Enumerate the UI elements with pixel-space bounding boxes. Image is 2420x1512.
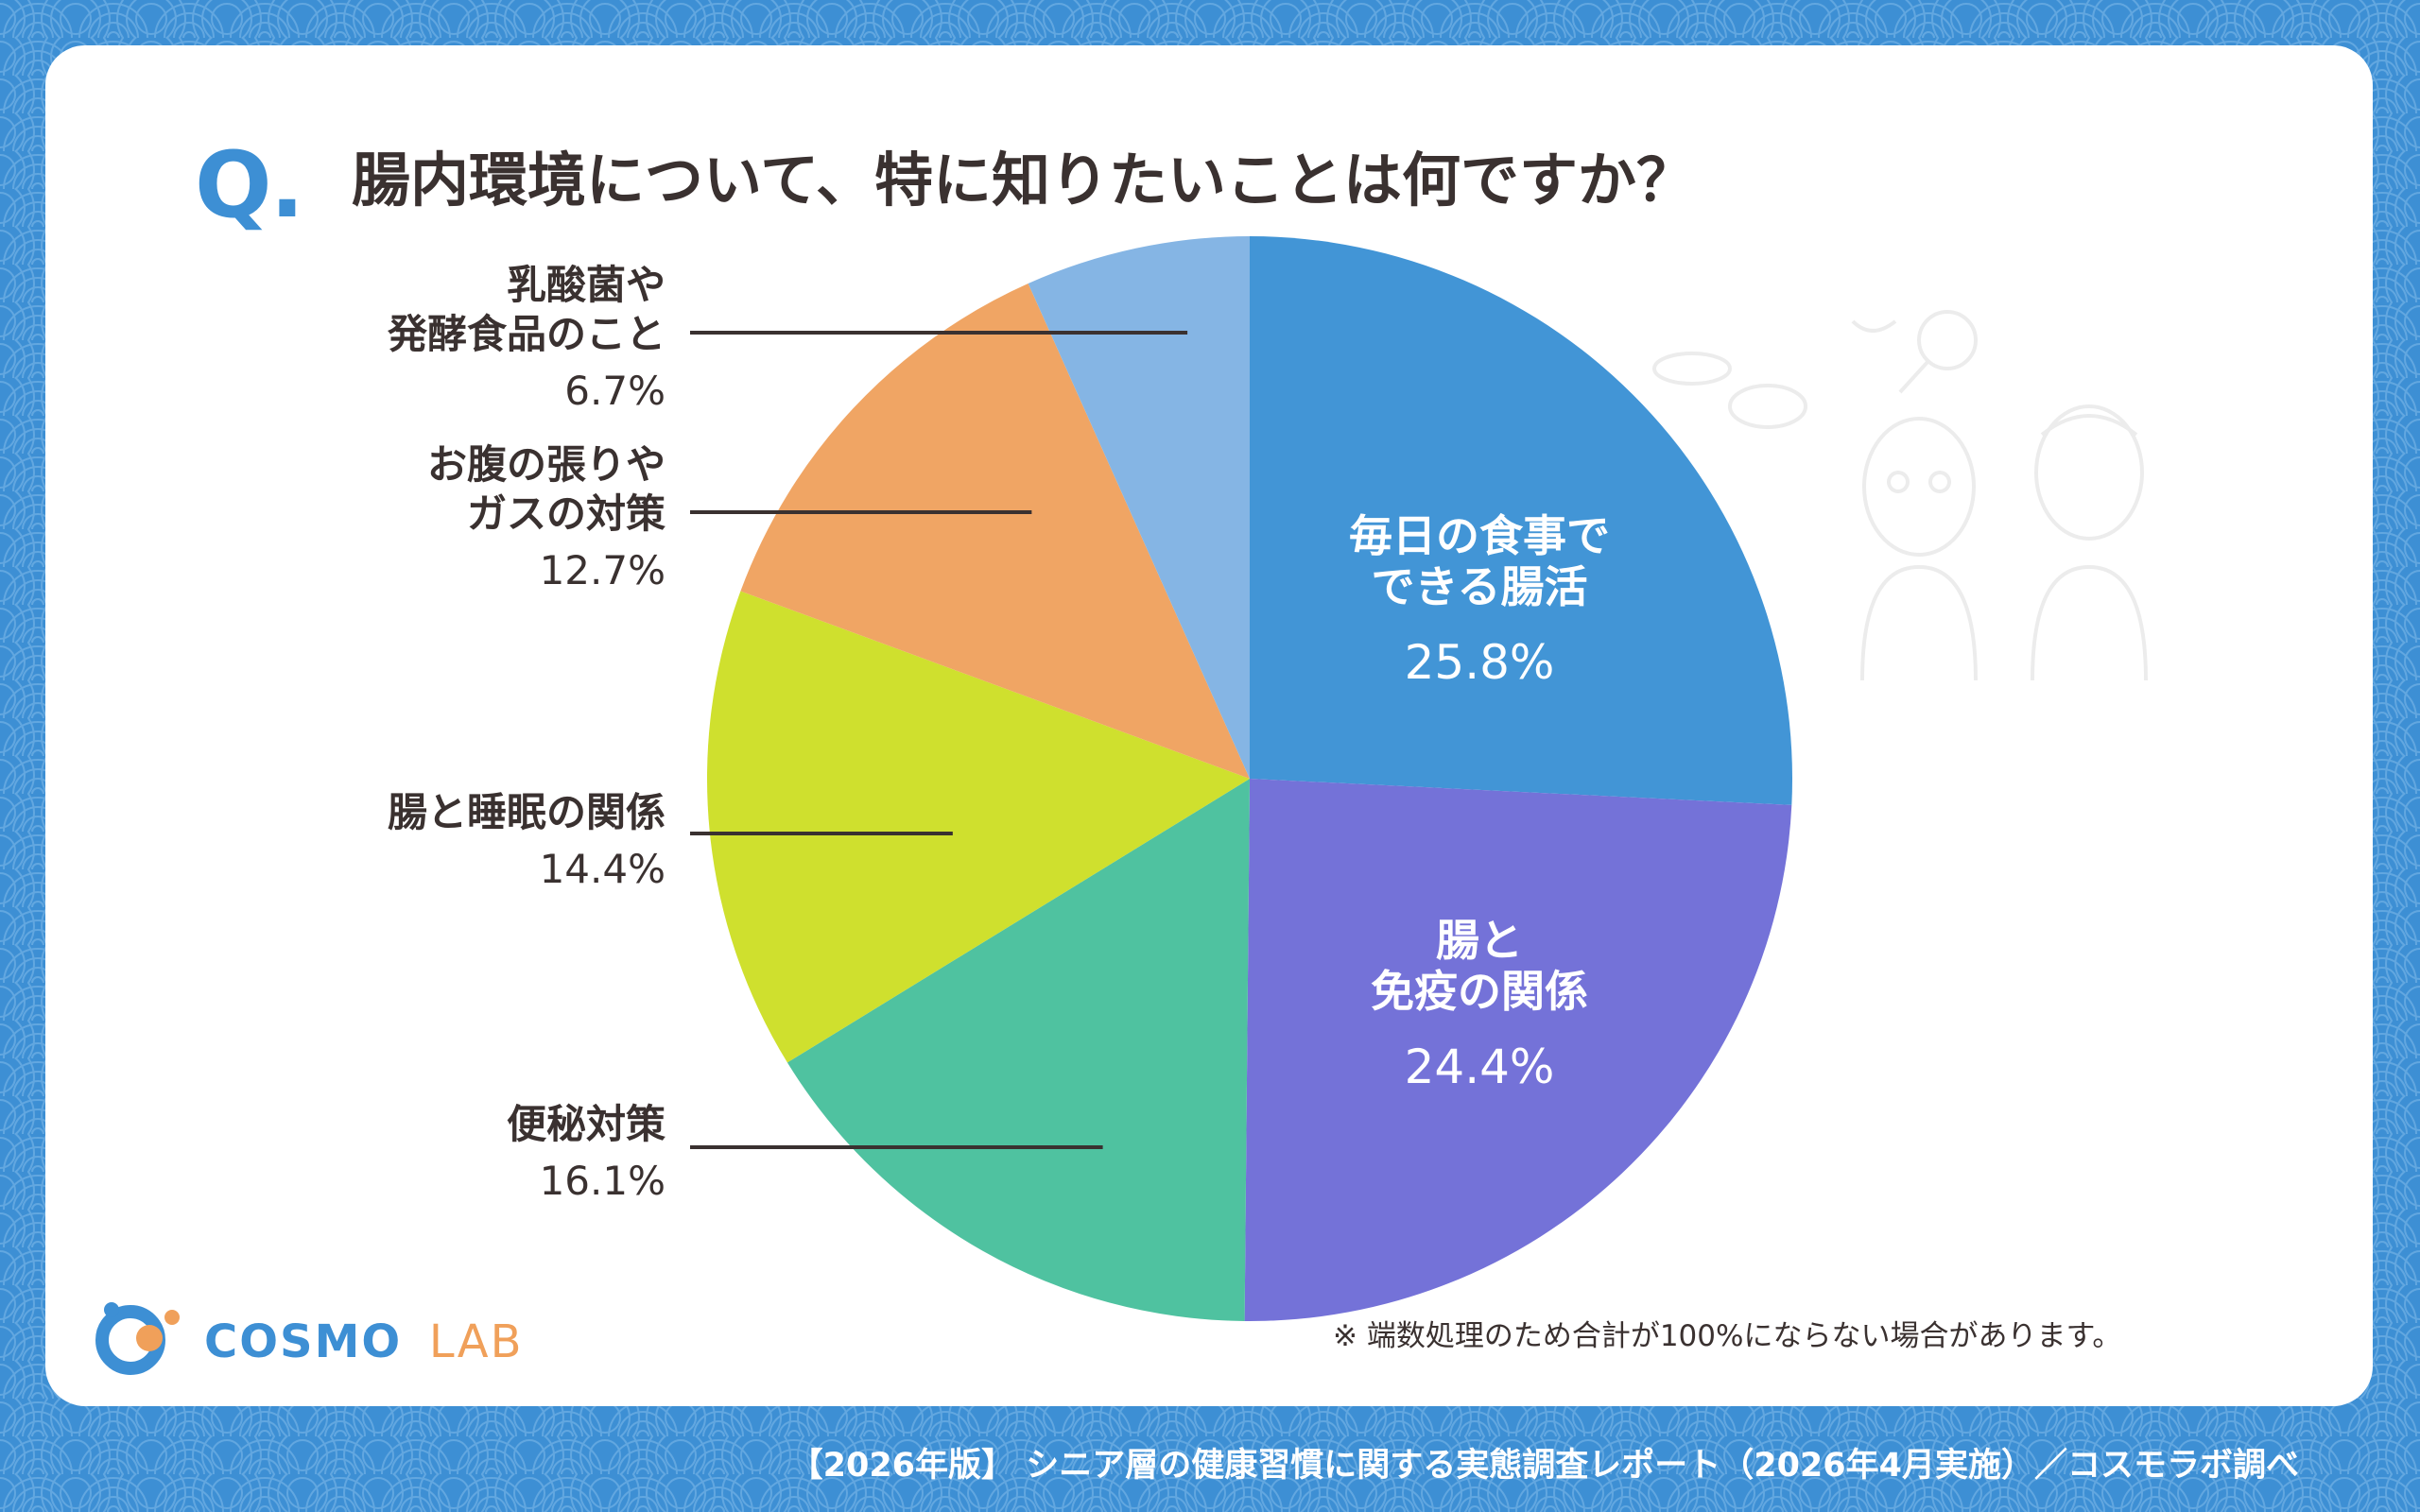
slice-label-4-line1: お腹の張りや: [426, 441, 666, 488]
pie-slice-3: [707, 591, 1250, 1063]
chart-title: 腸内環境について、特に知りたいことは何ですか？: [352, 146, 1696, 215]
slice-label-5-line2: 発酵食品のこと: [387, 311, 666, 357]
seniors-illustration: [1652, 310, 2148, 680]
slice-value-3: 14.4%: [539, 846, 666, 892]
pie-slice-1: [1244, 779, 1792, 1321]
pie-slice-4: [740, 284, 1250, 779]
slice-value-4: 12.7%: [539, 547, 666, 593]
question-mark: Q.: [195, 132, 304, 238]
slice-label-2: 便秘対策 16.1%: [507, 1100, 666, 1206]
slice-value-0: 25.8%: [1404, 635, 1555, 690]
pie-slice-5: [1028, 236, 1250, 779]
slice-value-5: 6.7%: [564, 368, 666, 414]
slice-label-0-line1: 毎日の食事で: [1349, 510, 1610, 561]
slice-label-1-line1: 腸と: [1436, 915, 1523, 966]
cosmo-lab-logo-icon: [95, 1302, 180, 1375]
pie-slice-0: [1250, 236, 1792, 805]
slice-label-3-line1: 腸と睡眠の関係: [387, 789, 666, 835]
logo-word-cosmo: COSMO: [204, 1315, 403, 1368]
logo-word-lab: LAB: [428, 1315, 524, 1368]
footer-source: 【2026年版】 シニア層の健康習慣に関する実態調査レポート（2026年4月実施…: [789, 1447, 2299, 1485]
slice-label-5-line1: 乳酸菌や: [506, 262, 666, 308]
rounding-note: ※ 端数処理のため合計が100%にならない場合があります。: [1333, 1319, 2122, 1353]
logo-wordmark: COSMO LAB: [204, 1315, 524, 1368]
slice-label-0-line2: できる腸活: [1371, 561, 1588, 612]
slice-label-1-line2: 免疫の関係: [1371, 966, 1588, 1017]
slice-label-0: 毎日の食事で できる腸活 25.8%: [1349, 510, 1610, 688]
slice-label-3: 腸と睡眠の関係 14.4%: [388, 788, 666, 894]
slice-label-4: お腹の張りや ガスの対策 12.7%: [427, 440, 666, 595]
slice-value-1: 24.4%: [1404, 1040, 1555, 1094]
slice-label-2-line1: 便秘対策: [506, 1101, 666, 1147]
slice-label-1: 腸と 免疫の関係 24.4%: [1371, 915, 1588, 1092]
slice-label-4-line2: ガスの対策: [466, 490, 666, 537]
slice-label-5: 乳酸菌や 発酵食品のこと 6.7%: [388, 261, 666, 416]
pie-slice-2: [786, 779, 1250, 1321]
slice-value-2: 16.1%: [539, 1158, 666, 1204]
